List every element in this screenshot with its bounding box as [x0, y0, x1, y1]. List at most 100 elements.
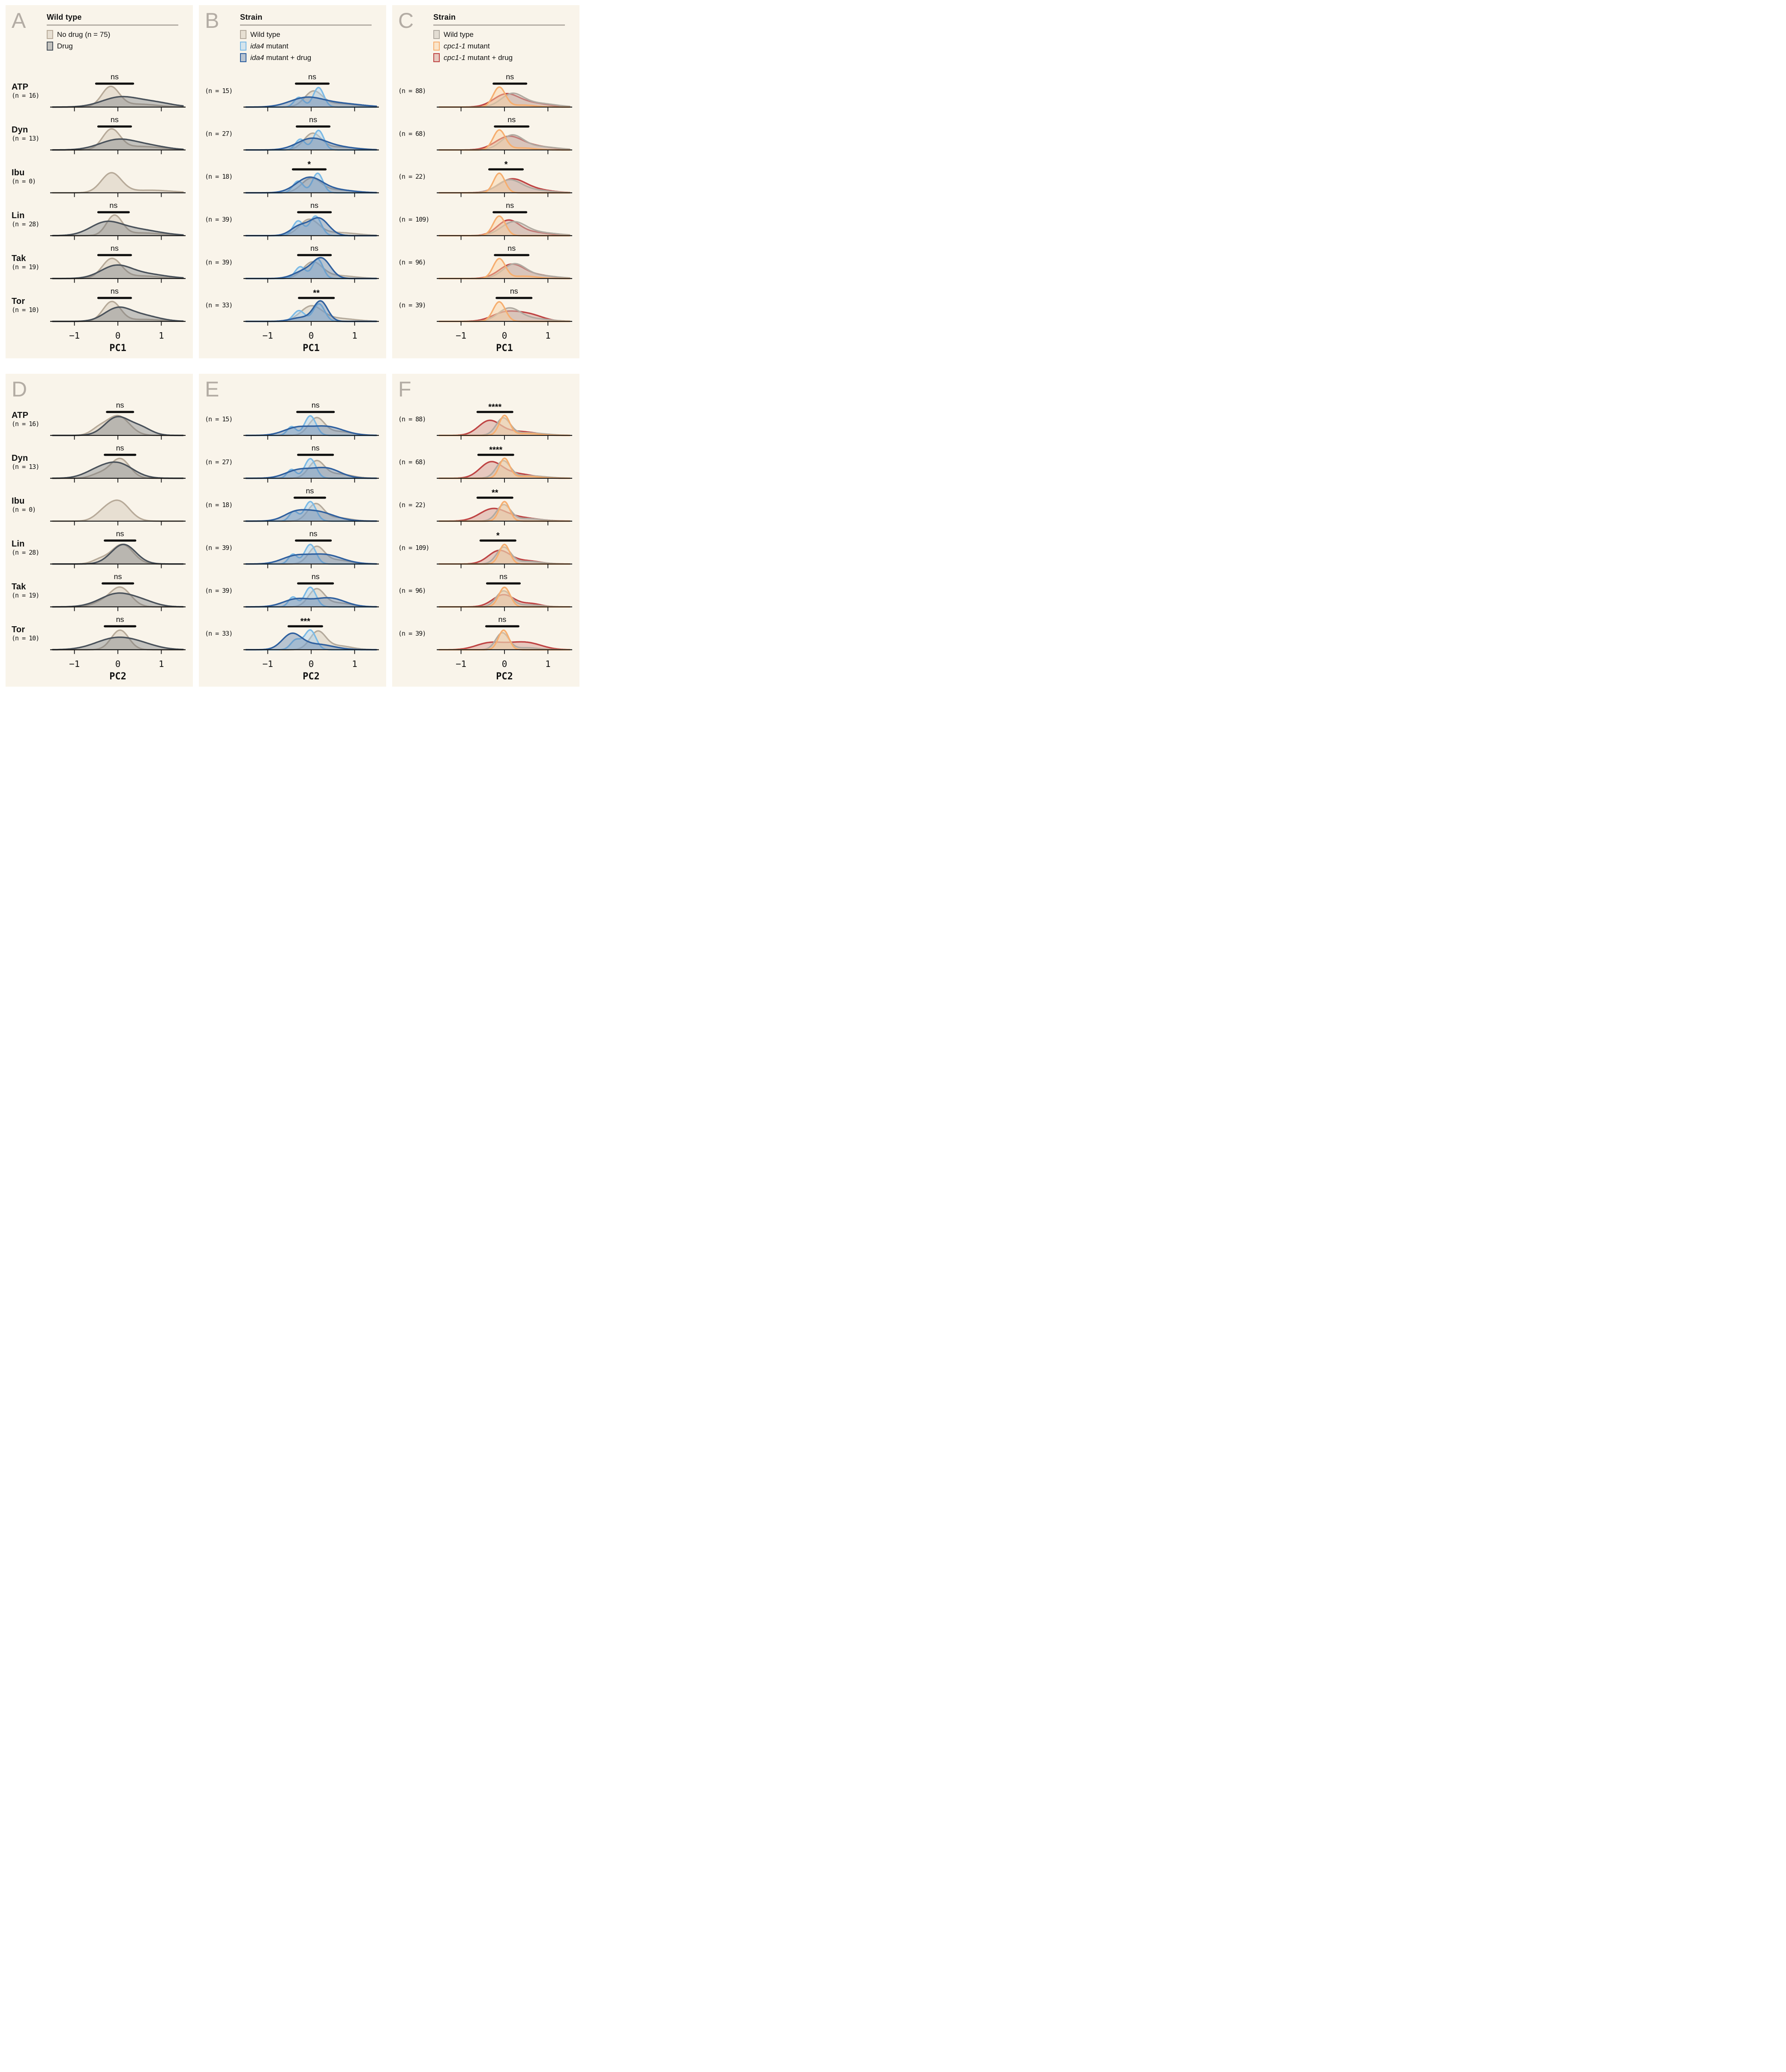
significance-label: ns [114, 572, 122, 581]
curve-fill-ida4 [246, 587, 377, 607]
row-label: ATP (n = 16) [12, 400, 49, 443]
density-row: (n = 39) ns [398, 286, 573, 329]
curve-fill-ida4 [246, 630, 377, 650]
curve-fill-nd [52, 544, 183, 564]
legend-swatch-icon [240, 53, 246, 62]
curve-fill-cpc1 [439, 587, 570, 607]
significance-label: ns [116, 444, 124, 452]
row-n: (n = 109) [398, 216, 429, 223]
curve-fill-drug [52, 139, 183, 150]
curve-fill-ida4 [246, 501, 377, 521]
curve-fill-cpc1 [439, 302, 570, 321]
row-n: (n = 96) [398, 258, 426, 266]
curve-fill-nd [52, 301, 183, 321]
curve-fill-cpc1d [439, 550, 570, 564]
axis-spacer [205, 658, 243, 682]
curve-fill-drug [52, 265, 183, 279]
row-n: (n = 13) [12, 135, 39, 142]
curve-fill-drug [52, 462, 183, 478]
row-label: Tak (n = 19) [12, 243, 49, 286]
row-name: Tak [12, 582, 26, 592]
density-row: (n = 39) ns [205, 529, 380, 572]
density-row: Tak (n = 19) ns [12, 572, 187, 615]
panel-B: B Strain Wild type ida4 mutant ida4 mutant +… [199, 5, 386, 358]
panel-F: F (n = 88) **** (n = 68) **** (n = 22) ** (n = … [392, 374, 579, 687]
row-n: (n = 88) [398, 415, 426, 423]
curve-ida4d [245, 553, 377, 565]
x-axis-label: PC2 [303, 671, 319, 682]
density-plot: ns [243, 115, 379, 154]
row-n: (n = 22) [398, 501, 426, 509]
curve-fill-wtg [439, 633, 570, 650]
panel-header: C Strain Wild type cpc1-1 mutant cpc1-1 muta… [398, 10, 573, 72]
legend-item: cpc1-1 mutant [433, 42, 573, 51]
legend-label-part: cpc1-1 [444, 53, 466, 62]
significance-label: ns [510, 287, 518, 295]
tick-label: −1 [456, 659, 466, 669]
significance-label: * [308, 160, 311, 169]
axis-spacer [205, 329, 243, 353]
significance-label: ns [507, 115, 516, 124]
curve-fill-drug [52, 416, 183, 435]
density-plot: ns [50, 444, 186, 483]
panel-letter: D [12, 377, 27, 401]
density-row: (n = 18) ns [205, 486, 380, 529]
curve-fill-cpc1d [439, 595, 570, 607]
row-label: (n = 18) [205, 158, 243, 201]
tick-label: −1 [262, 330, 273, 341]
density-row: (n = 96) ns [398, 243, 573, 286]
row-name: Ibu [12, 496, 25, 506]
legend-label-part: ida4 [250, 53, 264, 62]
axis-row: −1 0 1 PC1 [205, 329, 380, 353]
row-label: (n = 39) [205, 201, 243, 243]
row-n: (n = 13) [12, 463, 39, 471]
axis-row: −1 0 1 PC1 [12, 329, 187, 353]
tick-label: 1 [352, 330, 357, 341]
curve-fill-wtg [439, 591, 570, 607]
row-n: (n = 39) [205, 258, 233, 266]
curve-fill-cpc1 [439, 258, 570, 279]
row-label: Tak (n = 19) [12, 572, 49, 615]
legend-label-part: mutant [264, 42, 288, 50]
legend-item: cpc1-1 mutant + drug [433, 53, 573, 62]
row-label: (n = 33) [205, 286, 243, 329]
curve-fill-wtg [439, 417, 570, 435]
row-n: (n = 16) [12, 420, 39, 428]
curve-fill-cpc1 [439, 173, 570, 193]
row-n: (n = 16) [12, 92, 39, 99]
legend-swatch-icon [240, 42, 246, 51]
tick-label: 0 [115, 330, 121, 341]
row-label: (n = 39) [205, 243, 243, 286]
curve-fill-ida4d [246, 598, 377, 607]
row-label: (n = 39) [398, 615, 436, 658]
curve-fill-ida4 [246, 87, 377, 107]
row-n: (n = 10) [12, 306, 39, 314]
density-plot: ns [243, 72, 379, 111]
curve-ida4d [245, 96, 377, 108]
legend-swatch-icon [47, 42, 53, 51]
significance-label: ns [111, 115, 119, 124]
legend-label: No drug (n = 75) [57, 30, 110, 39]
density-plot: ns [243, 486, 379, 526]
row-n: (n = 27) [205, 130, 233, 138]
density-plot: ** [436, 488, 573, 526]
tick-label: 0 [309, 659, 314, 669]
curve-fill-wtg [439, 222, 570, 236]
tick-label: −1 [69, 330, 80, 341]
curve-fill-nd [52, 587, 183, 607]
density-row: (n = 68) ns [398, 115, 573, 158]
row-n: (n = 18) [205, 501, 233, 509]
density-row: (n = 88) **** [398, 400, 573, 443]
x-axis: −1 0 1 PC2 [456, 659, 551, 682]
density-row: (n = 27) ns [205, 443, 380, 486]
row-name: Lin [12, 539, 25, 549]
legend-label-part: mutant + drug [264, 53, 312, 62]
legend-label-part: Drug [57, 42, 73, 50]
x-axis-label: PC1 [109, 343, 126, 353]
curve-fill-wt [246, 178, 377, 193]
density-row: (n = 27) ns [205, 115, 380, 158]
density-plot: ns [243, 444, 379, 483]
density-plot [50, 172, 186, 197]
row-label: (n = 88) [398, 400, 436, 443]
row-n: (n = 109) [398, 544, 429, 552]
